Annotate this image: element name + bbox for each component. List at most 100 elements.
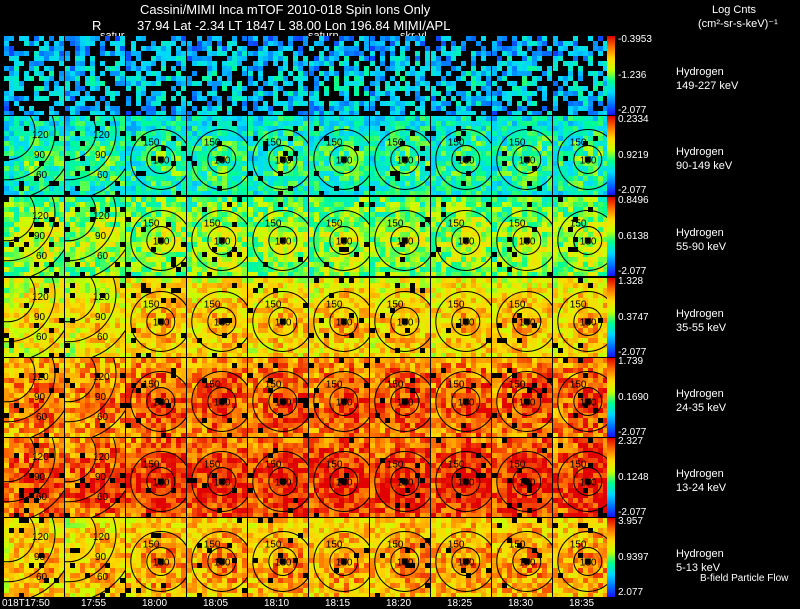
heatmap-pixel (344, 227, 349, 232)
heatmap-pixel (9, 207, 14, 212)
heatmap-pixel (364, 222, 369, 227)
heatmap-pixel (80, 161, 85, 166)
heatmap-pixel (436, 257, 441, 262)
heatmap-pixel (273, 191, 278, 195)
heatmap-pixel (380, 232, 385, 237)
heatmap-pixel (319, 247, 324, 252)
heatmap-pixel (253, 202, 258, 207)
heatmap-pixel (425, 222, 430, 227)
heatmap-pixel (542, 146, 547, 151)
heatmap-pixel (334, 156, 339, 161)
heatmap-pixel (553, 96, 558, 101)
heatmap-pixel (502, 91, 507, 96)
heatmap-pixel (456, 171, 461, 176)
heatmap-pixel (9, 91, 14, 96)
heatmap-pixel (278, 207, 283, 212)
heatmap-pixel (283, 232, 288, 237)
heatmap-pixel (339, 131, 344, 136)
heatmap-pixel (268, 121, 273, 126)
heatmap-pixel (558, 46, 563, 51)
heatmap-pixel (90, 267, 95, 272)
heatmap-pixel (187, 242, 192, 247)
heatmap-pixel (573, 36, 578, 41)
heatmap-pixel (85, 181, 90, 186)
heatmap-pixel (456, 202, 461, 207)
heatmap-pixel (359, 126, 364, 131)
heatmap-pixel (258, 86, 263, 91)
heatmap-pixel (258, 217, 263, 222)
heatmap-pixel (436, 262, 441, 267)
heatmap-pixel (415, 191, 420, 195)
heatmap-pixel (349, 197, 354, 202)
heatmap-pixel (65, 272, 70, 276)
heatmap-pixel (553, 176, 558, 181)
heatmap-pixel (303, 56, 308, 61)
heatmap-pixel (44, 171, 49, 176)
heatmap-pixel (603, 141, 608, 146)
heatmap-pixel (303, 267, 308, 272)
heatmap-pixel (349, 202, 354, 207)
heatmap-pixel (105, 136, 110, 141)
heatmap-pixel (527, 71, 532, 76)
heatmap-pixel (537, 267, 542, 272)
heatmap-pixel (334, 76, 339, 81)
heatmap-pixel (268, 141, 273, 146)
heatmap-pixel (49, 51, 54, 56)
heatmap-pixel (298, 71, 303, 76)
heatmap-pixel (349, 262, 354, 267)
heatmap-pixel (166, 237, 171, 242)
heatmap-pixel (451, 146, 456, 151)
heatmap-pixel (212, 232, 217, 237)
heatmap-pixel (492, 232, 497, 237)
heatmap-pixel (19, 106, 24, 111)
heatmap-pixel (385, 237, 390, 242)
heatmap-pixel (324, 267, 329, 272)
heatmap-pixel (100, 126, 105, 131)
heatmap-pixel (370, 56, 375, 61)
heatmap-pixel (364, 267, 369, 272)
heatmap-pixel (461, 262, 466, 267)
heatmap-pixel (588, 96, 593, 101)
heatmap-pixel (359, 56, 364, 61)
heatmap-pixel (24, 197, 29, 202)
heatmap-pixel (242, 212, 247, 217)
heatmap-pixel (34, 66, 39, 71)
heatmap-pixel (507, 232, 512, 237)
heatmap-pixel (400, 111, 405, 115)
heatmap-pixel (278, 111, 283, 115)
heatmap-pixel (181, 212, 186, 217)
heatmap-pixel (578, 86, 583, 91)
heatmap-pixel (466, 272, 471, 276)
heatmap-pixel (207, 141, 212, 146)
heatmap-pixel (181, 126, 186, 131)
heatmap-pixel (90, 257, 95, 262)
heatmap-pixel (390, 237, 395, 242)
heatmap-pixel (70, 71, 75, 76)
heatmap-pixel (141, 176, 146, 181)
heatmap-pixel (70, 166, 75, 171)
heatmap-pixel (115, 61, 120, 66)
heatmap-pixel (75, 51, 80, 56)
heatmap-pixel (471, 141, 476, 146)
heatmap-pixel (314, 161, 319, 166)
heatmap-pixel (110, 136, 115, 141)
heatmap-pixel (4, 237, 9, 242)
heatmap-pixel (161, 217, 166, 222)
heatmap-pixel (14, 252, 19, 257)
heatmap-pixel (405, 46, 410, 51)
heatmap-pixel (492, 166, 497, 171)
heatmap-pixel (507, 81, 512, 86)
heatmap-pixel (410, 242, 415, 247)
heatmap-pixel (115, 106, 120, 111)
heatmap-pixel (522, 126, 527, 131)
heatmap-pixel (486, 181, 491, 186)
heatmap-pixel (588, 111, 593, 115)
heatmap-pixel (263, 46, 268, 51)
heatmap-pixel (90, 146, 95, 151)
heatmap-pixel (354, 217, 359, 222)
heatmap-pixel (202, 151, 207, 156)
heatmap-pixel (547, 111, 552, 115)
heatmap-pixel (212, 36, 217, 41)
heatmap-pixel (34, 86, 39, 91)
heatmap-pixel (512, 81, 517, 86)
